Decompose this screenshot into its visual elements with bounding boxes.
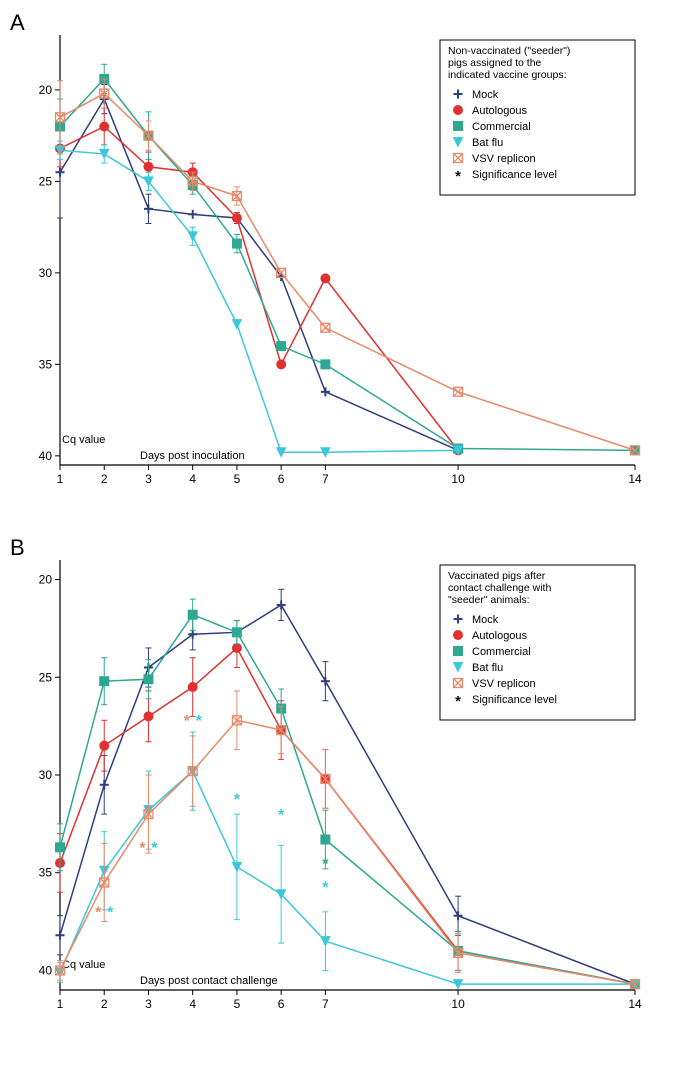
svg-text:1: 1 — [57, 472, 64, 486]
svg-text:5: 5 — [234, 472, 241, 486]
svg-text:Bat flu: Bat flu — [472, 137, 503, 149]
svg-text:6: 6 — [278, 997, 285, 1011]
svg-text:*: * — [196, 713, 203, 730]
svg-text:5: 5 — [234, 997, 241, 1011]
svg-text:*: * — [234, 791, 241, 808]
chart-a: 20 25 30 35 40 1 2 3 4 5 6 7 10 14 Cq value Days post i… — [10, 10, 650, 515]
panel-a: A 20 25 30 35 40 1 2 3 4 5 6 7 10 14 Cq value Days post… — [10, 10, 665, 515]
svg-text:3: 3 — [145, 997, 152, 1011]
svg-text:Bat flu: Bat flu — [472, 662, 503, 674]
svg-text:4: 4 — [189, 472, 196, 486]
svg-text:VSV replicon: VSV replicon — [472, 153, 536, 165]
chart-b: 20 25 30 35 40 1 2 3 4 5 6 7 10 14 Cq value Days post c… — [10, 535, 650, 1040]
svg-text:25: 25 — [39, 670, 53, 684]
svg-text:*: * — [322, 856, 329, 873]
svg-text:30: 30 — [39, 768, 53, 782]
svg-text:Commercial: Commercial — [472, 646, 531, 658]
svg-text:30: 30 — [39, 266, 53, 280]
svg-text:20: 20 — [39, 573, 53, 587]
svg-text:*: * — [184, 713, 191, 730]
svg-text:4: 4 — [189, 997, 196, 1011]
svg-text:Mock: Mock — [472, 89, 499, 101]
svg-text:Cq value: Cq value — [62, 959, 105, 971]
svg-text:Days post contact challenge: Days post contact challenge — [140, 975, 278, 987]
svg-text:*: * — [278, 807, 285, 824]
svg-text:2: 2 — [101, 997, 108, 1011]
svg-text:Autologous: Autologous — [472, 105, 528, 117]
svg-text:3: 3 — [145, 472, 152, 486]
svg-text:2: 2 — [101, 472, 108, 486]
svg-text:*: * — [322, 879, 329, 896]
svg-text:40: 40 — [39, 963, 53, 977]
svg-text:14: 14 — [628, 472, 642, 486]
svg-text:*: * — [151, 840, 158, 857]
panel-b: B 20 25 30 35 40 1 2 3 4 5 6 7 10 14 Cq value Days post… — [10, 535, 665, 1040]
svg-text:*: * — [107, 905, 114, 922]
svg-text:Days post inoculation: Days post inoculation — [140, 450, 245, 462]
svg-text:Cq value: Cq value — [62, 434, 105, 446]
svg-text:25: 25 — [39, 174, 53, 188]
svg-text:*: * — [95, 905, 102, 922]
svg-text:7: 7 — [322, 472, 329, 486]
svg-text:20: 20 — [39, 83, 53, 97]
svg-text:Significance level: Significance level — [472, 169, 557, 181]
svg-text:*: * — [455, 168, 461, 185]
svg-text:Mock: Mock — [472, 614, 499, 626]
svg-text:*: * — [139, 840, 146, 857]
svg-text:Autologous: Autologous — [472, 630, 528, 642]
svg-text:*: * — [455, 693, 461, 710]
svg-text:Vaccinated pigs after: Vaccinated pigs after — [448, 570, 546, 582]
svg-text:10: 10 — [451, 997, 465, 1011]
svg-text:10: 10 — [451, 472, 465, 486]
svg-text:contact challenge with: contact challenge with — [448, 582, 551, 594]
svg-text:35: 35 — [39, 866, 53, 880]
svg-text:Commercial: Commercial — [472, 121, 531, 133]
svg-text:"seeder" animals:: "seeder" animals: — [448, 594, 530, 606]
svg-text:7: 7 — [322, 997, 329, 1011]
svg-text:Non-vaccinated ("seeder"): Non-vaccinated ("seeder") — [448, 45, 570, 57]
panel-b-label: B — [10, 535, 25, 561]
panel-a-label: A — [10, 10, 25, 36]
svg-text:14: 14 — [628, 997, 642, 1011]
svg-text:1: 1 — [57, 997, 64, 1011]
svg-text:40: 40 — [39, 449, 53, 463]
svg-text:35: 35 — [39, 357, 53, 371]
svg-text:Significance level: Significance level — [472, 694, 557, 706]
svg-text:pigs assigned to the: pigs assigned to the — [448, 57, 542, 69]
svg-text:6: 6 — [278, 472, 285, 486]
svg-text:VSV replicon: VSV replicon — [472, 678, 536, 690]
svg-text:indicated vaccine groups:: indicated vaccine groups: — [448, 69, 567, 81]
